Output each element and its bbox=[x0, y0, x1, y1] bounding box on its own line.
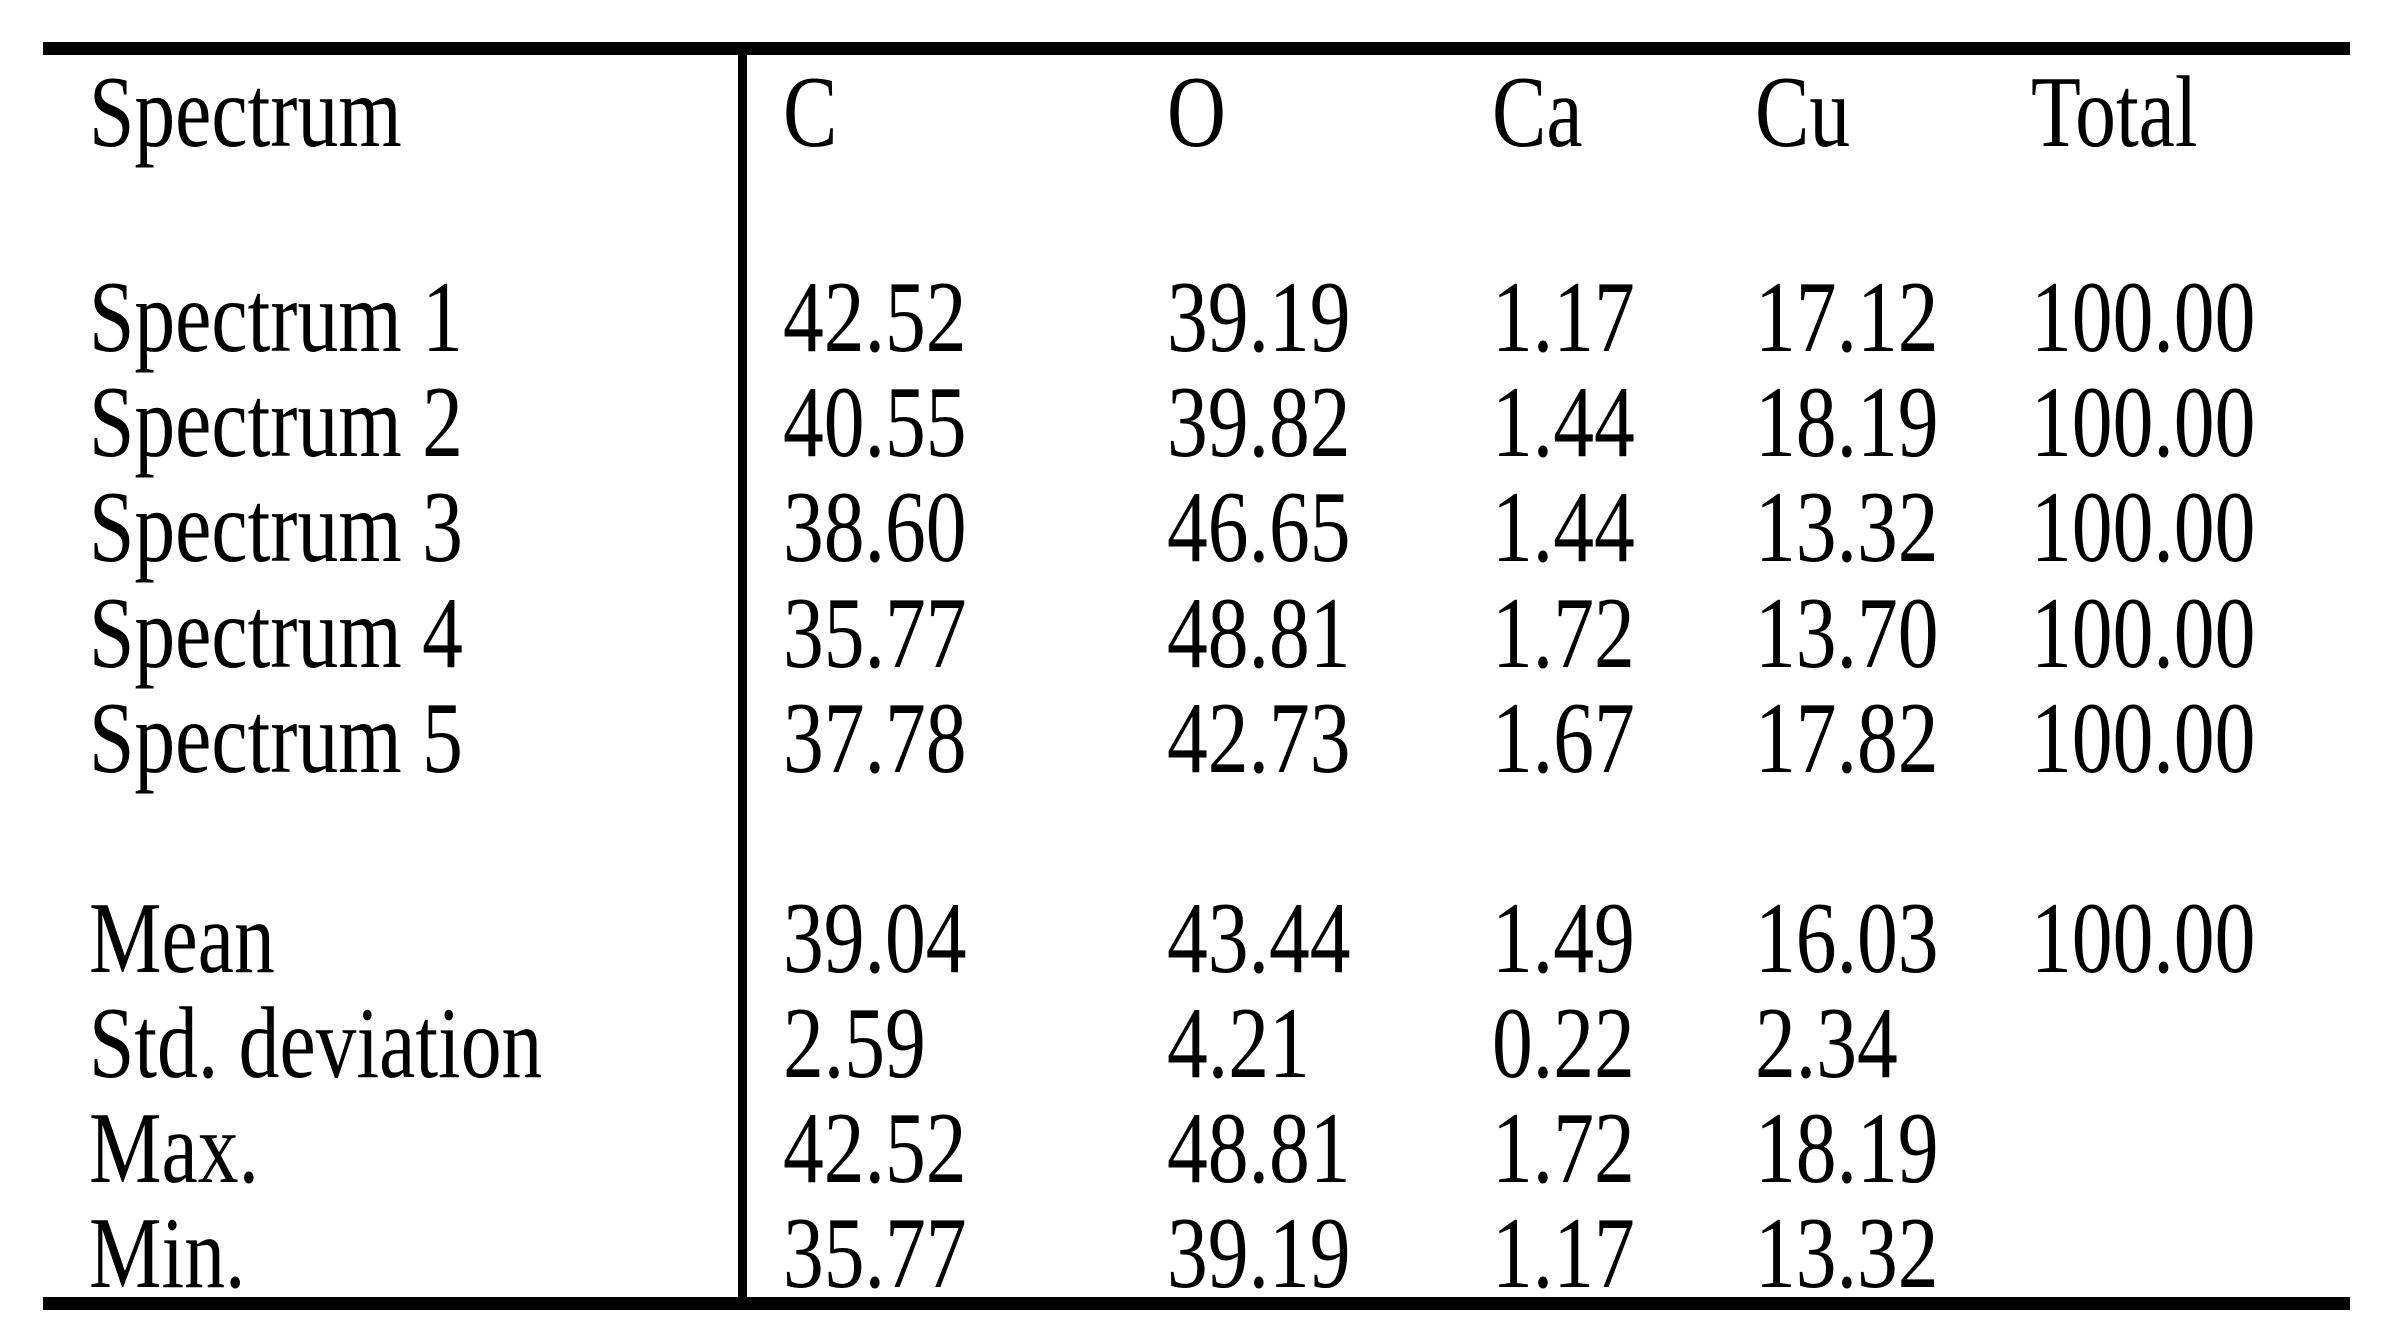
cell-c: 38.60 bbox=[783, 471, 967, 584]
cell-cu: 2.34 bbox=[1755, 987, 1898, 1100]
cell-cu: 13.32 bbox=[1755, 1197, 1939, 1310]
table-row-spectrum-4: Spectrum 4 35.77 48.81 1.72 13.70 100.00 bbox=[0, 581, 2387, 686]
row-label: Max. bbox=[89, 1092, 259, 1205]
row-label: Spectrum 5 bbox=[89, 682, 463, 795]
cell-ca: 1.72 bbox=[1492, 577, 1635, 690]
cell-ca: 1.67 bbox=[1492, 682, 1635, 795]
table-row-min: Min. 35.77 39.19 1.17 13.32 bbox=[0, 1201, 2387, 1306]
cell-total: 100.00 bbox=[2031, 577, 2256, 690]
cell-ca: 0.22 bbox=[1492, 987, 1635, 1100]
row-label: Spectrum 2 bbox=[89, 366, 463, 479]
cell-o: 39.82 bbox=[1167, 366, 1351, 479]
cell-ca: 1.49 bbox=[1492, 882, 1635, 995]
cell-o: 48.81 bbox=[1167, 1092, 1351, 1205]
header-spectrum: Spectrum bbox=[89, 56, 402, 169]
cell-ca: 1.17 bbox=[1492, 1197, 1635, 1310]
cell-c: 35.77 bbox=[783, 1197, 967, 1310]
header-col-c: C bbox=[783, 56, 838, 169]
table-bottom-border bbox=[43, 1297, 2350, 1310]
cell-total: 100.00 bbox=[2031, 682, 2256, 795]
cell-c: 37.78 bbox=[783, 682, 967, 795]
cell-total bbox=[1988, 1201, 2387, 1306]
row-label: Min. bbox=[89, 1197, 246, 1310]
header-col-o: O bbox=[1167, 56, 1226, 169]
cell-ca: 1.44 bbox=[1492, 366, 1635, 479]
cell-cu: 18.19 bbox=[1755, 366, 1939, 479]
cell-total bbox=[1988, 991, 2387, 1096]
cell-total bbox=[1988, 1096, 2387, 1201]
cell-o: 43.44 bbox=[1167, 882, 1351, 995]
row-label: Mean bbox=[89, 882, 275, 995]
table-row-mean: Mean 39.04 43.44 1.49 16.03 100.00 bbox=[0, 886, 2387, 991]
cell-cu: 18.19 bbox=[1755, 1092, 1939, 1205]
cell-o: 39.19 bbox=[1167, 261, 1351, 374]
cell-cu: 17.82 bbox=[1755, 682, 1939, 795]
cell-o: 48.81 bbox=[1167, 577, 1351, 690]
header-row: Spectrum C O Ca Cu Total bbox=[0, 60, 2387, 165]
cell-c: 39.04 bbox=[783, 882, 967, 995]
cell-c: 42.52 bbox=[783, 261, 967, 374]
header-col-cu: Cu bbox=[1755, 56, 1851, 169]
column-divider bbox=[738, 48, 747, 1303]
cell-c: 2.59 bbox=[783, 987, 926, 1100]
row-label: Spectrum 3 bbox=[89, 471, 463, 584]
cell-cu: 16.03 bbox=[1755, 882, 1939, 995]
cell-c: 35.77 bbox=[783, 577, 967, 690]
cell-o: 4.21 bbox=[1167, 987, 1310, 1100]
table-row-spectrum-2: Spectrum 2 40.55 39.82 1.44 18.19 100.00 bbox=[0, 370, 2387, 475]
cell-ca: 1.44 bbox=[1492, 471, 1635, 584]
table-row-std-deviation: Std. deviation 2.59 4.21 0.22 2.34 bbox=[0, 991, 2387, 1096]
table-top-border bbox=[43, 42, 2350, 55]
cell-o: 39.19 bbox=[1167, 1197, 1351, 1310]
cell-total: 100.00 bbox=[2031, 366, 2256, 479]
cell-total: 100.00 bbox=[2031, 882, 2256, 995]
table-row-spectrum-5: Spectrum 5 37.78 42.73 1.67 17.82 100.00 bbox=[0, 686, 2387, 791]
cell-total: 100.00 bbox=[2031, 261, 2256, 374]
cell-c: 42.52 bbox=[783, 1092, 967, 1205]
cell-cu: 17.12 bbox=[1755, 261, 1939, 374]
row-label: Spectrum 1 bbox=[89, 261, 463, 374]
cell-cu: 13.70 bbox=[1755, 577, 1939, 690]
header-col-ca: Ca bbox=[1492, 56, 1583, 169]
cell-cu: 13.32 bbox=[1755, 471, 1939, 584]
header-col-total: Total bbox=[2031, 56, 2198, 169]
table-row-spectrum-3: Spectrum 3 38.60 46.65 1.44 13.32 100.00 bbox=[0, 475, 2387, 580]
row-label: Std. deviation bbox=[89, 987, 543, 1100]
row-label: Spectrum 4 bbox=[89, 577, 463, 690]
table-row-max: Max. 42.52 48.81 1.72 18.19 bbox=[0, 1096, 2387, 1201]
table-row-spectrum-1: Spectrum 1 42.52 39.19 1.17 17.12 100.00 bbox=[0, 265, 2387, 370]
cell-ca: 1.72 bbox=[1492, 1092, 1635, 1205]
cell-c: 40.55 bbox=[783, 366, 967, 479]
cell-o: 46.65 bbox=[1167, 471, 1351, 584]
cell-o: 42.73 bbox=[1167, 682, 1351, 795]
cell-total: 100.00 bbox=[2031, 471, 2256, 584]
cell-ca: 1.17 bbox=[1492, 261, 1635, 374]
